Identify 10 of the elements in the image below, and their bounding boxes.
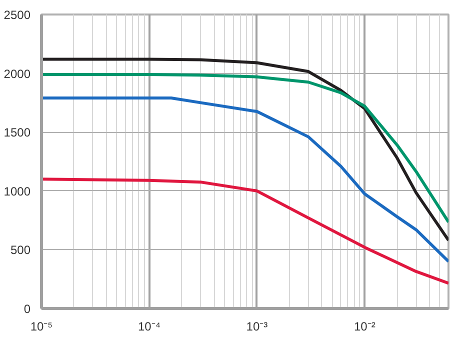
x-tick-label: 10⁻⁵ [30,320,53,334]
x-tick-label: 10⁻³ [246,320,268,334]
y-tick-label: 2500 [4,8,31,22]
x-tick-label: 10⁻² [354,320,376,334]
y-tick-label: 1000 [4,184,31,198]
y-tick-label: 500 [10,243,31,258]
y-tick-label: 2000 [4,66,31,81]
y-tick-label: 1500 [4,126,31,140]
x-tick-label: 10⁻⁴ [138,320,160,334]
y-tick-label: 0 [24,302,31,316]
